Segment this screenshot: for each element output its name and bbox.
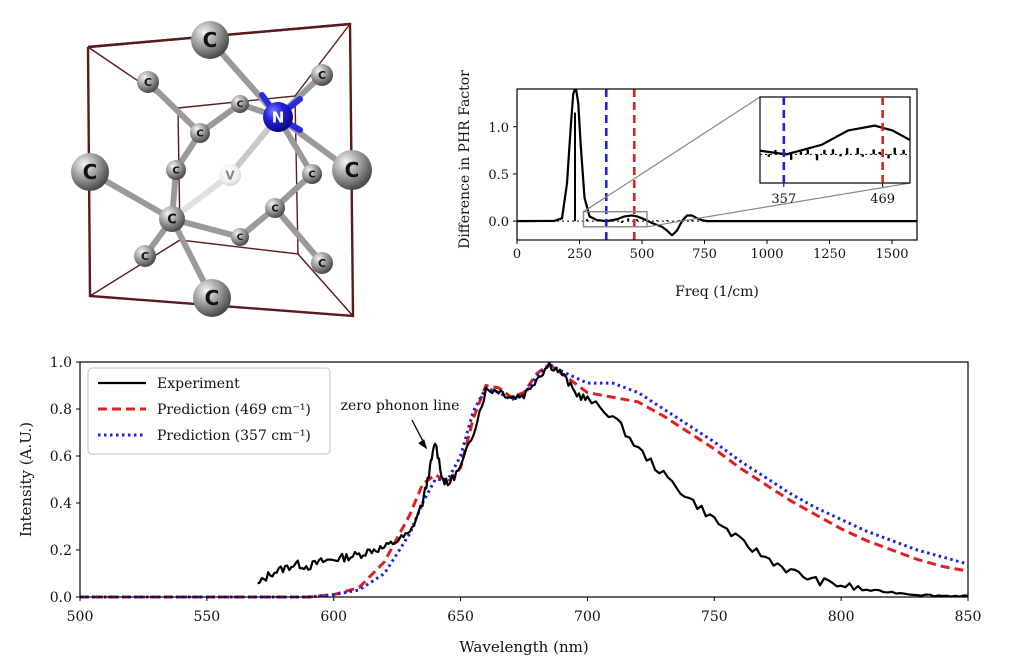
y-tick-label: 0.5: [488, 168, 509, 183]
atom-label: C: [203, 28, 218, 52]
carbon-atom: C: [71, 153, 109, 191]
carbon-atom: C: [134, 245, 156, 267]
x-tick-label: 500: [67, 609, 94, 625]
atom-label: C: [318, 69, 326, 82]
carbon-atom: C: [190, 123, 210, 143]
y-tick-label: 0.0: [488, 215, 509, 230]
annotation-arrowhead: [418, 439, 428, 450]
nitrogen-atom: N: [263, 102, 293, 132]
x-tick-label: 0: [513, 247, 521, 262]
carbon-atom: C: [231, 95, 249, 113]
atom-label: C: [141, 250, 149, 263]
atom-label: N: [272, 108, 285, 126]
plot-frame: [79, 361, 969, 598]
x-tick-label: 750: [701, 609, 728, 625]
x-tick-label: 500: [630, 247, 655, 262]
inset-tick-label: 357: [771, 192, 796, 207]
vacancy-site: V: [219, 164, 241, 186]
x-tick-label: 600: [320, 609, 347, 625]
x-tick-label: 650: [447, 609, 474, 625]
x-tick-label: 750: [692, 247, 717, 262]
carbon-atom: C: [311, 252, 333, 274]
atom-label: C: [345, 158, 360, 182]
atom-label: C: [237, 233, 244, 243]
zoom-region-box: [582, 210, 648, 228]
y-tick-label: 0.0: [50, 590, 72, 606]
x-tick-label: 1000: [750, 247, 783, 262]
series-line-0: [257, 361, 968, 598]
legend-label: Experiment: [157, 376, 240, 392]
inset-tick-label: 469: [870, 192, 895, 207]
atoms: C C C C N V C C C C C C C C C C C: [71, 21, 372, 317]
x-tick-label: 800: [828, 609, 855, 625]
molecule-diagram: C C C C N V C C C C C C C C C C C: [71, 21, 372, 318]
atom-label: C: [83, 160, 98, 184]
zero-phonon-annotation: zero phonon line: [341, 398, 460, 414]
plot-frame: [516, 88, 918, 241]
y-tick-label: 0.4: [50, 496, 72, 512]
y-axis-label: Intensity (A.U.): [17, 422, 35, 537]
x-axis-label: Wavelength (nm): [459, 638, 588, 656]
atom-label: C: [271, 204, 278, 215]
carbon-atom: C: [302, 164, 322, 184]
x-tick-label: 1250: [813, 247, 846, 262]
y-tick-label: 0.2: [50, 543, 72, 559]
carbon-atom: C: [231, 228, 249, 246]
y-tick-label: 0.6: [50, 449, 72, 465]
x-tick-label: 250: [567, 247, 592, 262]
carbon-atom: C: [166, 160, 186, 180]
atom-label: V: [225, 168, 235, 182]
carbon-atom: C: [191, 21, 229, 59]
atom-label: C: [237, 100, 244, 110]
phr-difference-chart: 0 250 500 750 1000 1250 1500 0.0 0.5 1.0 Freq (1/c…: [457, 70, 918, 300]
legend: Experiment Prediction (469 cm⁻¹) Predictio…: [87, 367, 331, 455]
x-tick-label: 850: [955, 609, 982, 625]
y-tick-label: 1.0: [488, 121, 509, 136]
y-tick-label: 0.8: [50, 402, 72, 418]
atom-label: C: [167, 213, 177, 228]
x-tick-label: 1500: [875, 247, 908, 262]
x-tick-label: 550: [193, 609, 220, 625]
y-tick-label: 1.0: [50, 355, 72, 371]
atom-label: C: [144, 76, 152, 89]
zoom-connector: [646, 182, 911, 228]
y-axis-label: Difference in PHR Factor: [457, 70, 473, 249]
atom-label: C: [205, 286, 220, 310]
legend-label: Prediction (357 cm⁻¹): [157, 428, 311, 444]
carbon-atom: C: [159, 206, 185, 232]
zoom-connector: [583, 96, 761, 213]
atom-label: C: [172, 166, 179, 177]
carbon-atom: C: [332, 150, 372, 190]
atom-label: C: [318, 257, 326, 270]
carbon-atom: C: [265, 198, 285, 218]
carbon-atom: C: [193, 279, 231, 317]
carbon-atom: C: [137, 71, 159, 93]
x-axis-label: Freq (1/cm): [675, 284, 759, 300]
unit-cell-inner: [87, 23, 354, 317]
carbon-atom: C: [311, 64, 333, 86]
legend-label: Prediction (469 cm⁻¹): [157, 402, 311, 418]
atom-label: C: [196, 129, 203, 140]
x-tick-label: 700: [574, 609, 601, 625]
atom-label: C: [308, 170, 315, 181]
